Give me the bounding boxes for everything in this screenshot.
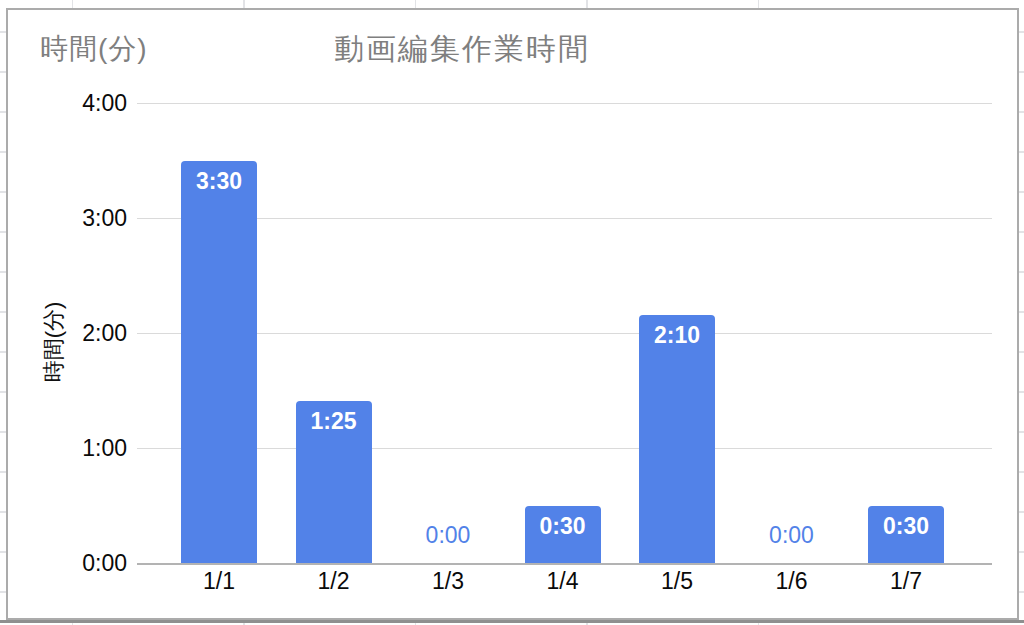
y-tick-label: 1:00 [8, 436, 127, 460]
bar-value-label: 0:30 [868, 513, 944, 540]
x-tick-label: 1/6 [735, 569, 849, 593]
chart-card[interactable]: 時間(分) 動画編集作業時間 時間(分) 0:001:002:003:004:0… [6, 8, 1019, 620]
gridline [137, 218, 992, 219]
gridline [137, 448, 992, 449]
sheet-row-divider [0, 620, 1024, 623]
bar-value-label: 0:30 [525, 513, 601, 540]
chart-title: 動画編集作業時間 [334, 29, 590, 70]
bar-value-label: 2:10 [639, 322, 715, 349]
y-tick-label: 2:00 [8, 321, 127, 345]
bar-value-label-zero: 0:00 [754, 522, 830, 549]
gridline [137, 333, 992, 334]
x-tick-label: 1/4 [506, 569, 620, 593]
x-axis-baseline [137, 563, 992, 565]
bar[interactable] [639, 315, 715, 563]
bar-value-label: 1:25 [296, 408, 372, 435]
bar[interactable] [181, 161, 257, 563]
bar-value-label-zero: 0:00 [410, 522, 486, 549]
corner-axis-label: 時間(分) [40, 30, 148, 68]
gridline [137, 103, 992, 104]
y-tick-label: 4:00 [8, 91, 127, 115]
x-tick-label: 1/3 [391, 569, 505, 593]
y-tick-label: 0:00 [8, 551, 127, 575]
x-tick-label: 1/1 [162, 569, 276, 593]
y-tick-label: 3:00 [8, 206, 127, 230]
bar-value-label: 3:30 [181, 168, 257, 195]
x-tick-label: 1/2 [277, 569, 391, 593]
x-tick-label: 1/5 [620, 569, 734, 593]
x-tick-label: 1/7 [849, 569, 963, 593]
